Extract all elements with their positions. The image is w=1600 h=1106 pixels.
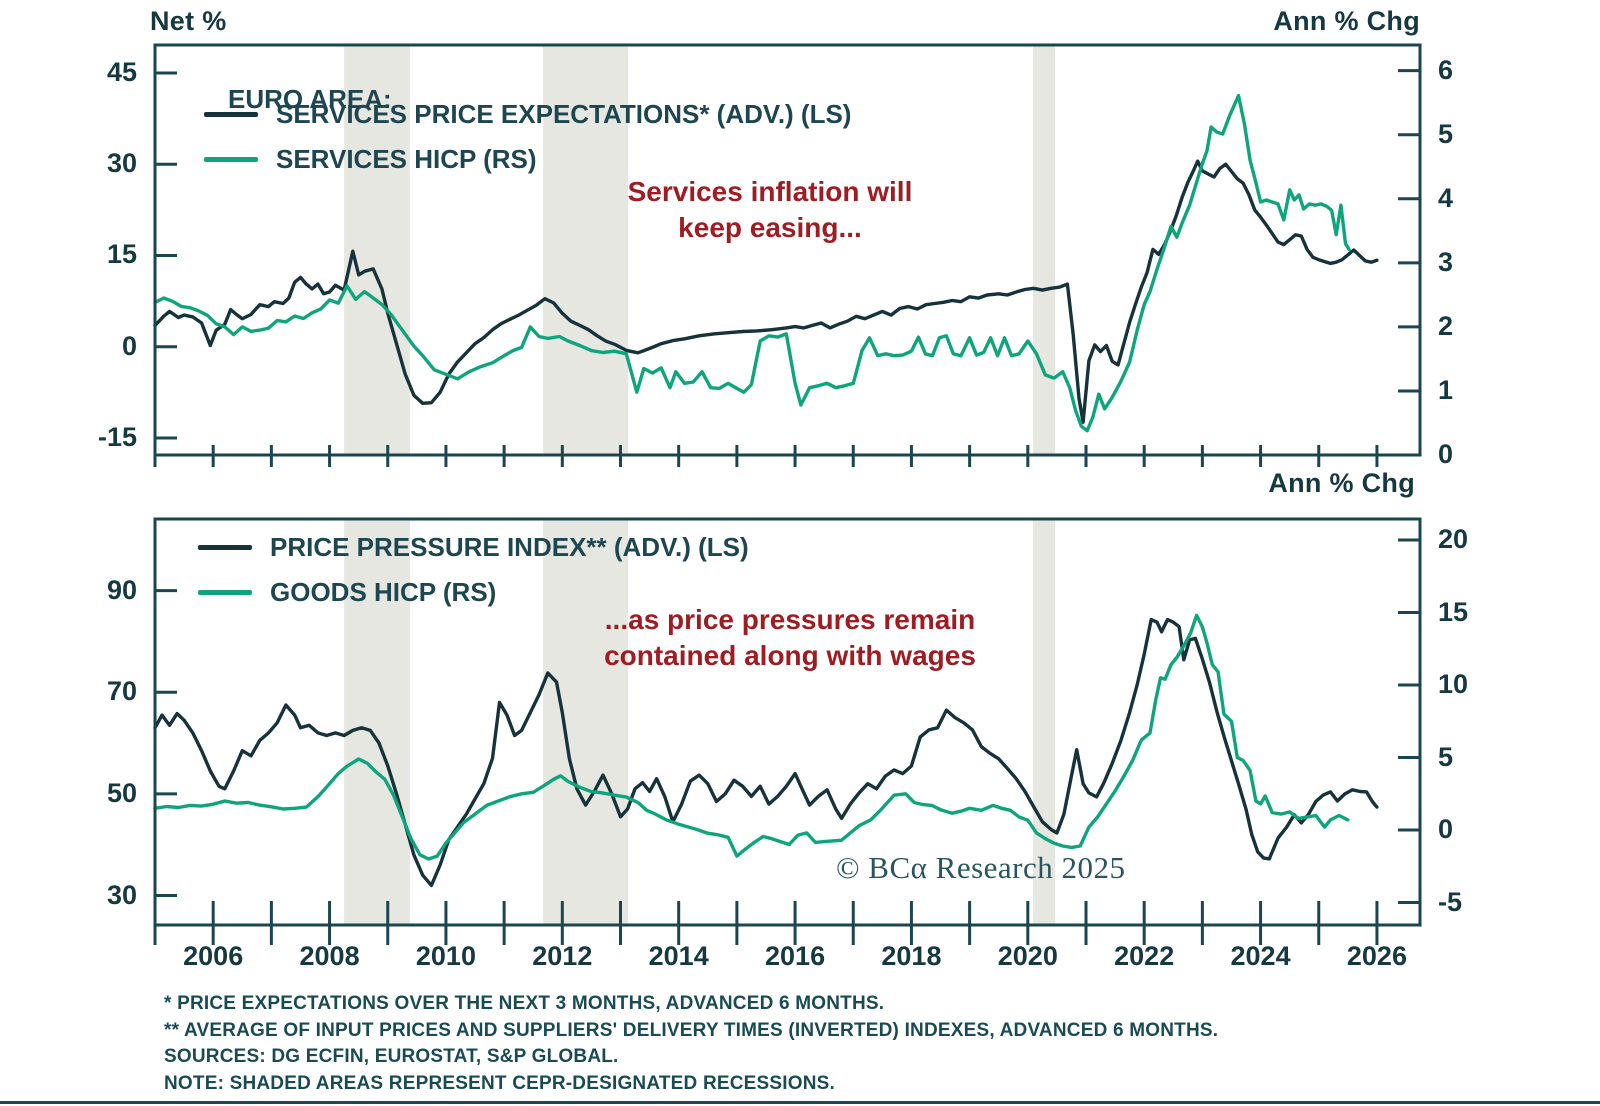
y-tick-label-right: 3 xyxy=(1438,246,1454,277)
y-tick-label-right: -5 xyxy=(1438,886,1463,917)
series-label-services-hicp: SERVICES HICP (RS) xyxy=(276,144,537,174)
y-tick-label-left: 50 xyxy=(106,777,137,808)
legend-title-euro-area: EURO AREA: xyxy=(228,84,392,114)
footnote-line: ** AVERAGE OF INPUT PRICES AND SUPPLIERS… xyxy=(164,1019,1219,1041)
x-tick-label: 2014 xyxy=(648,941,709,971)
y-tick-label-left: 70 xyxy=(106,676,137,707)
middle-right-axis-title: Ann % Chg xyxy=(1268,468,1415,498)
recession-band xyxy=(344,519,410,925)
series-swatch-services-hicp xyxy=(204,157,258,162)
y-tick-label-right: 4 xyxy=(1438,182,1454,213)
top-left-axis-title: Net % xyxy=(150,6,227,36)
recession-band xyxy=(1033,519,1056,925)
y-tick-label-left: -15 xyxy=(97,421,137,452)
series-swatch-price-pressure-index xyxy=(198,545,252,550)
y-tick-label-left: 90 xyxy=(106,574,137,605)
recession-band xyxy=(543,519,629,925)
legend-row-services-hicp: SERVICES HICP (RS) xyxy=(204,144,537,175)
top-right-axis-title: Ann % Chg xyxy=(1273,6,1420,36)
x-tick-label: 2008 xyxy=(299,941,360,971)
y-tick-label-right: 6 xyxy=(1438,54,1454,85)
y-tick-label-right: 1 xyxy=(1438,374,1454,405)
y-tick-label-right: 20 xyxy=(1438,524,1469,555)
series-swatch-goods-hicp xyxy=(198,590,252,595)
y-tick-label-left: 30 xyxy=(106,148,137,179)
recession-band xyxy=(1033,45,1056,455)
series-label-price-pressure-index: PRICE PRESSURE INDEX** (ADV.) (LS) xyxy=(270,532,749,562)
annotation-line: contained along with wages xyxy=(604,640,976,671)
line-price-pressure-index xyxy=(153,617,1379,888)
y-tick-label-left: 45 xyxy=(106,56,137,87)
legend-row-price-pressure-index: PRICE PRESSURE INDEX** (ADV.) (LS) xyxy=(198,532,749,563)
x-tick-label: 2022 xyxy=(1114,941,1175,971)
line-goods-hicp xyxy=(153,613,1350,861)
y-tick-label-right: 0 xyxy=(1438,814,1454,845)
legend-row-goods-hicp: GOODS HICP (RS) xyxy=(198,577,496,608)
footnote-line: NOTE: SHADED AREAS REPRESENT CEPR-DESIGN… xyxy=(164,1072,836,1094)
y-tick-label-right: 2 xyxy=(1438,310,1454,341)
series-swatch-services-price-expectations xyxy=(204,112,258,117)
x-tick-label: 2010 xyxy=(415,941,476,971)
y-tick-label-right: 5 xyxy=(1438,118,1454,149)
y-tick-label-right: 0 xyxy=(1438,439,1454,469)
x-tick-label: 2016 xyxy=(765,941,826,971)
y-tick-label-right: 15 xyxy=(1438,596,1469,627)
y-tick-label-left: 15 xyxy=(106,239,137,270)
series-label-goods-hicp: GOODS HICP (RS) xyxy=(270,577,497,607)
annotation-line: keep easing... xyxy=(678,212,862,243)
line-services-price-expectations xyxy=(153,159,1379,424)
y-tick-label-right: 10 xyxy=(1438,669,1469,700)
footnote-line: * PRICE EXPECTATIONS OVER THE NEXT 3 MON… xyxy=(164,993,885,1014)
annotation-services-inflation: Services inflation will keep easing... xyxy=(530,174,1010,246)
recession-band xyxy=(543,45,629,455)
annotation-price-pressures: ...as price pressures remain contained a… xyxy=(545,602,1035,674)
annotation-line: Services inflation will xyxy=(627,176,913,207)
y-tick-label-right: 5 xyxy=(1438,741,1454,772)
footer-rule xyxy=(0,1101,1600,1104)
footnotes: * PRICE EXPECTATIONS OVER THE NEXT 3 MON… xyxy=(164,991,1218,1097)
annotation-line: ...as price pressures remain xyxy=(604,604,976,635)
y-tick-label-left: 0 xyxy=(121,330,137,361)
panel-frame-top xyxy=(153,43,1422,457)
bca-research-watermark: © BCα Research 2025 xyxy=(836,850,1126,885)
series-label-services-price-expectations: SERVICES PRICE EXPECTATIONS* (ADV.) (LS) xyxy=(276,99,852,129)
legend-row-spe: SERVICES PRICE EXPECTATIONS* (ADV.) (LS) xyxy=(204,99,851,130)
footnote-line: SOURCES: DG ECFIN, EUROSTAT, S&P GLOBAL. xyxy=(164,1046,619,1067)
x-tick-label: 2018 xyxy=(881,941,942,971)
panel-frame-bottom xyxy=(153,517,1422,927)
line-services-hicp xyxy=(153,93,1351,433)
x-tick-label: 2026 xyxy=(1346,941,1407,971)
x-tick-label: 2012 xyxy=(532,941,593,971)
x-tick-label: 2024 xyxy=(1230,941,1291,971)
x-tick-label: 2020 xyxy=(997,941,1058,971)
y-tick-label-left: 30 xyxy=(106,879,137,910)
recession-band xyxy=(344,45,410,455)
x-tick-label: 2006 xyxy=(183,941,244,971)
